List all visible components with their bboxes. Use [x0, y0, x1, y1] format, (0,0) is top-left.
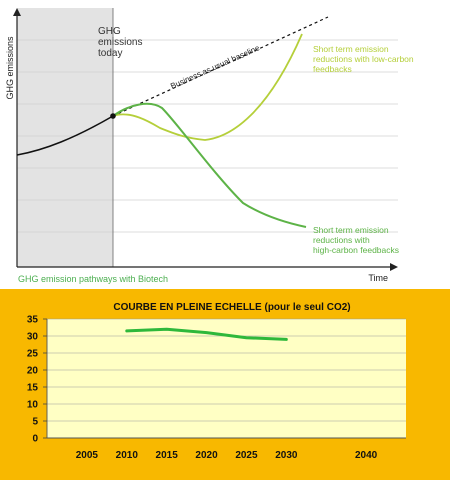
high-carbon-annotation-line: reductions with — [313, 235, 370, 245]
low-carbon-annotation-line: Short term emission — [313, 44, 389, 54]
today-annotation-line: emissions — [98, 37, 142, 48]
co2-x-tick-label: 2005 — [76, 450, 99, 461]
co2-x-tick-label: 2015 — [156, 450, 179, 461]
co2-x-tick-label: 2020 — [195, 450, 218, 461]
co2-y-ticks: 0 5 10 15 20 25 30 35 — [27, 315, 47, 445]
co2-x-tick-label: 2030 — [275, 450, 298, 461]
high-carbon-pathway-line — [112, 102, 307, 228]
today-annotation-line: GHG — [98, 26, 121, 37]
today-marker — [110, 113, 116, 119]
baseline-annotation: Business as usual baseline — [169, 43, 261, 91]
ghg-pathways-chart: GHG emissions Time GHG emissions today B… — [5, 8, 414, 284]
co2-y-tick-label: 30 — [27, 332, 39, 343]
y-axis-title: GHG emissions — [5, 36, 15, 100]
co2-chart-title: COURBE EN PLEINE ECHELLE (pour le seul C… — [113, 302, 350, 313]
co2-x-ticks: 2005 2010 2015 2020 2025 2030 2040 — [76, 450, 378, 461]
low-carbon-annotation-line: feedbacks — [313, 64, 352, 74]
low-carbon-annotation-line: reductions with low-carbon — [313, 54, 414, 64]
high-carbon-annotation-line: Short term emission — [313, 225, 389, 235]
co2-x-tick-label: 2040 — [355, 450, 378, 461]
co2-y-tick-label: 0 — [32, 434, 38, 445]
co2-y-tick-label: 35 — [27, 315, 39, 326]
historical-emissions-line — [16, 115, 114, 156]
co2-x-tick-label: 2025 — [235, 450, 258, 461]
chart-caption: GHG emission pathways with Biotech — [18, 274, 168, 284]
co2-y-tick-label: 5 — [32, 417, 38, 428]
low-carbon-pathway-line — [112, 33, 303, 141]
x-axis-title: Time — [368, 273, 388, 283]
co2-y-tick-label: 20 — [27, 366, 39, 377]
co2-y-tick-label: 25 — [27, 349, 39, 360]
co2-grid — [47, 318, 406, 422]
co2-y-tick-label: 10 — [27, 400, 39, 411]
co2-y-tick-label: 15 — [27, 383, 39, 394]
y-axis-arrow — [13, 8, 21, 16]
x-axis-arrow — [390, 263, 398, 271]
co2-plot-area — [47, 319, 406, 438]
co2-x-tick-label: 2010 — [116, 450, 139, 461]
co2-series-line — [125, 327, 288, 341]
historical-shade — [17, 8, 113, 267]
high-carbon-annotation-line: high-carbon feedbacks — [313, 245, 399, 255]
today-annotation-line: today — [98, 48, 122, 59]
